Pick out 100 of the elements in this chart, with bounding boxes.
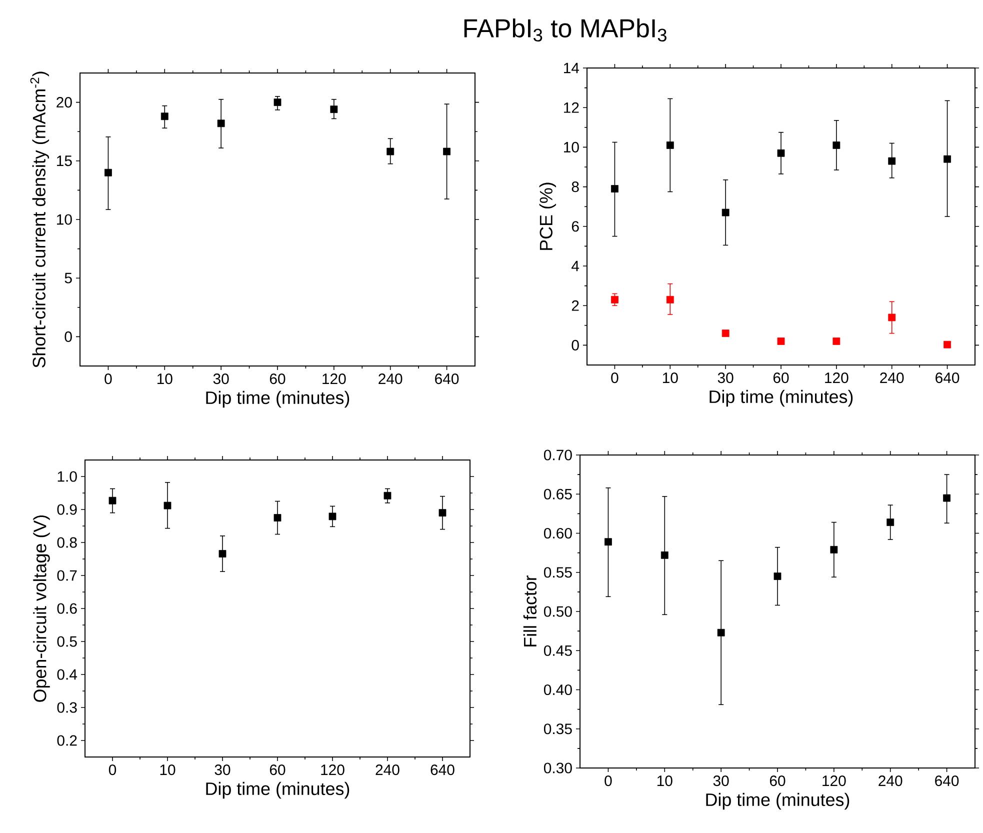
y-tick-label: 0.4 — [57, 669, 78, 680]
point — [611, 296, 618, 304]
x-tick-label: 640 — [430, 764, 454, 776]
point — [722, 208, 730, 216]
y-tick-label: 2 — [572, 300, 579, 311]
x-tick-label: 60 — [773, 372, 789, 384]
point — [666, 296, 674, 304]
x-tick-label: 30 — [718, 372, 734, 384]
point — [660, 551, 668, 559]
y-axis-title: Short-circuit current density (mAcm$^{-2}$) — [30, 72, 50, 368]
point — [944, 340, 951, 348]
y-tick-label: 0.9 — [57, 504, 77, 515]
point — [830, 546, 838, 554]
x-tick-label: 0 — [108, 764, 116, 776]
x-tick-label: 0 — [604, 776, 612, 786]
x-axis-title: Dip time (minutes) — [706, 792, 850, 810]
point — [832, 142, 840, 149]
x-axis-title: Dip time (minutes) — [206, 782, 350, 799]
y-tick-label: 12 — [564, 102, 579, 113]
point — [774, 572, 782, 580]
y-tick-label: 0.70 — [544, 450, 572, 460]
point — [888, 314, 896, 322]
x-tick-label: 120 — [322, 374, 346, 384]
text: FAPbI$_{3}$ to MAPbI$_{3}$ — [464, 18, 666, 42]
point — [438, 509, 446, 517]
x-tick-label: 240 — [878, 776, 902, 786]
y-tick-label: 0.35 — [544, 724, 572, 734]
y-tick-label: 0.6 — [57, 603, 77, 614]
y-tick-label: 5 — [64, 272, 72, 284]
x-tick-label: 10 — [657, 776, 672, 786]
y-tick-label: 6 — [572, 221, 579, 232]
point — [777, 338, 785, 345]
point — [777, 149, 785, 157]
x-tick-label: 640 — [435, 374, 459, 384]
point — [160, 112, 168, 120]
x-tick-label: 240 — [880, 372, 904, 384]
y-tick-label: 0 — [64, 331, 72, 342]
y-tick-label: 0.55 — [544, 567, 572, 578]
x-axis-title: Dip time (minutes) — [710, 390, 853, 407]
y-tick-label: 1.0 — [58, 471, 77, 482]
y-tick-label: 0.3 — [57, 702, 77, 713]
point — [886, 518, 894, 526]
point — [330, 106, 338, 114]
x-tick-label: 120 — [321, 764, 344, 776]
x-tick-label: 640 — [935, 776, 959, 786]
point — [328, 512, 336, 520]
point — [888, 157, 896, 165]
x-tick-label: 0 — [104, 374, 112, 384]
y-tick-label: 0.65 — [544, 488, 572, 500]
point — [722, 330, 730, 338]
x-tick-label: 30 — [213, 374, 229, 384]
y-tick-label: 10 — [57, 214, 72, 225]
point — [104, 168, 112, 176]
y-tick-label: 0.2 — [57, 735, 77, 746]
point — [386, 148, 394, 156]
point — [717, 628, 725, 636]
x-tick-label: 10 — [662, 372, 678, 384]
x-tick-label: 30 — [713, 776, 729, 786]
x-tick-label: 60 — [270, 764, 286, 776]
y-axis-title: PCE (%) — [539, 182, 556, 250]
y-axis-title: Fill factor — [523, 575, 537, 646]
y-tick-label: 0 — [572, 340, 579, 350]
point — [274, 98, 282, 106]
y-tick-label: 0.50 — [544, 606, 572, 617]
point — [832, 338, 840, 345]
point — [217, 120, 225, 128]
x-tick-label: 10 — [160, 764, 176, 776]
y-tick-label: 0.60 — [544, 528, 572, 539]
y-tick-label: 14 — [564, 62, 580, 74]
x-axis-title: Dip time (minutes) — [206, 390, 350, 408]
y-tick-label: 4 — [572, 260, 580, 272]
x-tick-label: 30 — [214, 764, 230, 776]
y-axis-title: Open-circuit voltage (V) — [33, 515, 50, 702]
point — [108, 496, 116, 504]
point — [443, 148, 450, 156]
point — [604, 538, 612, 546]
x-tick-label: 240 — [376, 764, 400, 776]
x-tick-label: 120 — [825, 372, 848, 384]
y-tick-label: 0.8 — [57, 537, 77, 548]
y-tick-label: 20 — [56, 97, 72, 108]
x-tick-label: 10 — [157, 374, 172, 384]
y-tick-label: 0.7 — [57, 570, 77, 581]
x-tick-label: 60 — [270, 374, 286, 384]
y-tick-label: 0.5 — [57, 636, 77, 647]
point — [384, 492, 392, 500]
point — [666, 142, 674, 149]
point — [944, 155, 951, 163]
x-tick-label: 120 — [822, 776, 846, 786]
y-tick-label: 15 — [57, 156, 72, 166]
y-tick-label: 0.40 — [544, 684, 572, 696]
point — [274, 514, 282, 522]
point — [611, 185, 618, 192]
y-tick-label: 0.45 — [544, 645, 572, 656]
point — [164, 502, 172, 510]
x-tick-label: 0 — [611, 372, 618, 384]
y-tick-label: 10 — [564, 142, 579, 152]
x-tick-label: 240 — [378, 374, 402, 384]
point — [943, 494, 950, 502]
x-tick-label: 60 — [770, 776, 786, 786]
y-tick-label: 8 — [572, 182, 579, 192]
